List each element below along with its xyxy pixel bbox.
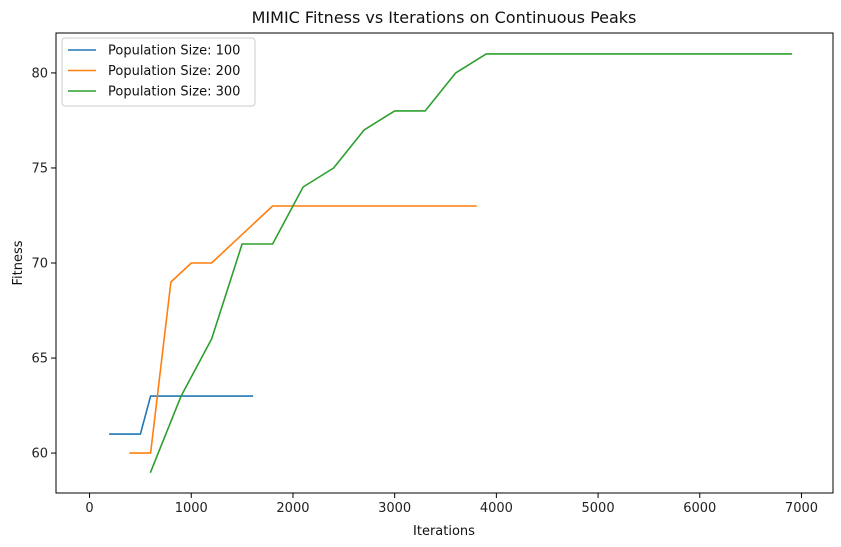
x-axis-label: Iterations: [413, 524, 475, 539]
x-tick-label: 1000: [175, 501, 208, 516]
y-tick-label: 75: [31, 161, 48, 176]
y-axis-ticks: 60 65 70 75 80: [31, 66, 56, 462]
legend-box: [61, 37, 256, 107]
series-line-3: [149, 53, 793, 474]
y-tick-label: 60: [31, 447, 48, 462]
series-line-2: [129, 205, 477, 454]
legend-label-1: Population Size: 100: [108, 44, 240, 59]
legend: Population Size: 100 Population Size: 200…: [61, 37, 256, 107]
series-lines: [109, 53, 793, 474]
legend-label-2: Population Size: 200: [108, 64, 240, 79]
y-tick-label: 80: [31, 66, 48, 81]
x-tick-label: 0: [85, 501, 93, 516]
x-tick-label: 5000: [582, 501, 615, 516]
legend-label-3: Population Size: 300: [108, 85, 240, 100]
x-tick-label: 6000: [683, 501, 716, 516]
x-tick-label: 2000: [276, 501, 309, 516]
chart-title: MIMIC Fitness vs Iterations on Continuou…: [252, 8, 637, 27]
series-line-1: [109, 395, 254, 435]
y-tick-label: 65: [31, 352, 48, 367]
x-axis-ticks: 0 1000 2000 3000 4000 5000 6000 7000: [85, 493, 818, 516]
y-tick-label: 70: [31, 257, 48, 272]
x-tick-label: 3000: [378, 501, 411, 516]
x-tick-label: 7000: [785, 501, 818, 516]
y-axis-label: Fitness: [11, 240, 26, 285]
x-tick-label: 4000: [480, 501, 513, 516]
